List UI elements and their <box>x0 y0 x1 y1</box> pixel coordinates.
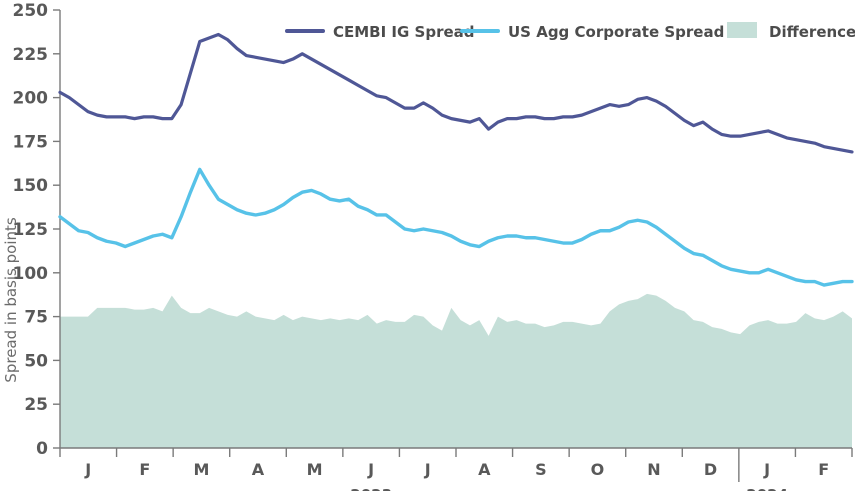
area-series-difference <box>60 293 852 448</box>
y-tick-label: 50 <box>24 351 48 371</box>
x-month-label: A <box>252 460 265 479</box>
y-tick-label: 0 <box>36 439 48 459</box>
legend-item[interactable]: Difference <box>727 22 855 41</box>
x-month-label: N <box>647 460 660 479</box>
x-month-label: S <box>535 460 547 479</box>
y-axis-title: Spread in basis points <box>2 217 20 383</box>
y-tick-label: 175 <box>13 132 49 152</box>
x-month-label: M <box>307 460 323 479</box>
y-tick-label: 25 <box>24 395 48 415</box>
x-month-label: D <box>704 460 717 479</box>
x-month-label: F <box>139 460 150 479</box>
legend-label: Difference <box>769 23 855 41</box>
line-series-group <box>58 32 854 287</box>
x-month-label: F <box>818 460 829 479</box>
y-tick-label: 250 <box>13 1 49 21</box>
x-tick-group <box>59 448 853 482</box>
legend-label: CEMBI IG Spread <box>333 23 475 41</box>
y-tick-label: 100 <box>13 264 49 284</box>
line-us-agg-corporate-spread <box>58 167 854 287</box>
y-tick-label: 125 <box>13 220 49 240</box>
legend-swatch-icon <box>727 22 757 38</box>
y-tick-label: 225 <box>13 45 49 65</box>
x-month-label: J <box>424 460 431 479</box>
y-axis: 0 25 50 75 100 125 150 175 200 225 250 <box>13 1 61 459</box>
x-month-label: J <box>84 460 91 479</box>
x-year-label: 2023 <box>350 486 392 491</box>
legend-label: US Agg Corporate Spread <box>508 23 724 41</box>
x-year-label: 2024 <box>746 486 788 491</box>
x-month-label: A <box>478 460 491 479</box>
line-cembi-ig-spread <box>58 32 854 154</box>
chart-legend: CEMBI IG Spread US Agg Corporate Spread Di… <box>285 22 855 41</box>
x-axis: J F M A M J J A S O N D J F 2023 2024 <box>59 447 853 491</box>
y-tick-label: 200 <box>13 89 49 109</box>
legend-item[interactable]: CEMBI IG Spread <box>285 23 475 41</box>
legend-item[interactable]: US Agg Corporate Spread <box>460 23 724 41</box>
x-month-label: M <box>193 460 209 479</box>
y-tick-label: 75 <box>24 308 48 328</box>
y-tick-label: 150 <box>13 176 49 196</box>
x-year-label-group: 2023 2024 <box>350 486 788 491</box>
x-month-label: J <box>763 460 770 479</box>
y-tick-group: 0 25 50 75 100 125 150 175 200 225 250 <box>13 1 60 459</box>
x-month-label: O <box>591 460 605 479</box>
x-month-label: J <box>367 460 374 479</box>
